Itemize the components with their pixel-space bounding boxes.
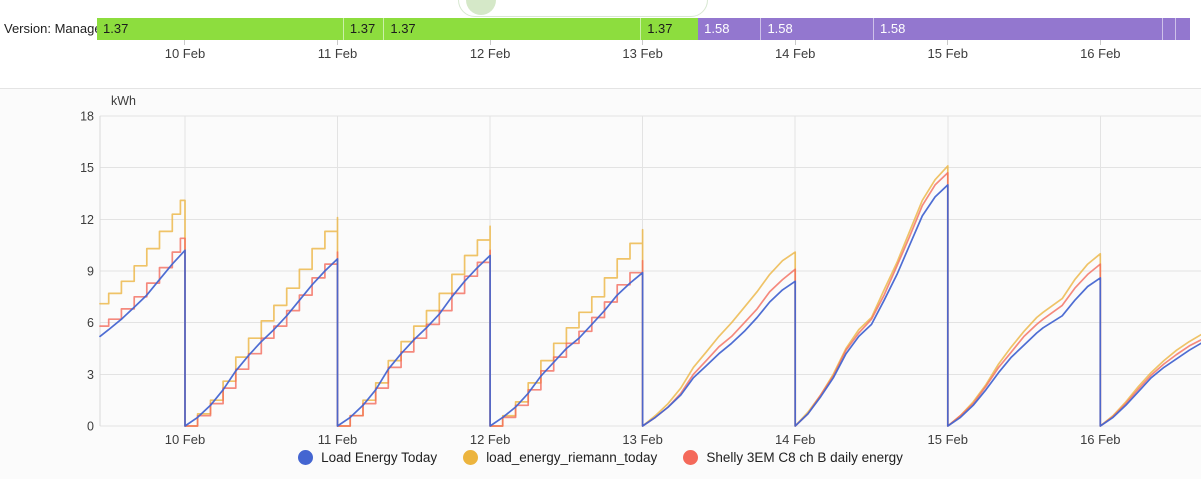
energy-line-chart[interactable]: 0 3 6 9 12 15 18 10 Feb 11 Feb 12 Feb 13 Feb 14 Feb… (0, 89, 1201, 479)
timeline-segment-value: 1.58 (704, 21, 730, 36)
y-axis-tick-label: 15 (80, 161, 94, 175)
series-line-0 (99, 165, 1201, 427)
timeline-segment-value: 1.37 (103, 21, 129, 36)
timeline-tick (337, 40, 339, 45)
timeline-bar[interactable]: 1.37 1.37 1.37 1.37 1.58 1.58 1.58 (97, 18, 1190, 40)
timeline-segment-value: 1.37 (349, 21, 376, 36)
timeline-segment[interactable] (1161, 18, 1175, 40)
timeline-tick (642, 40, 644, 45)
legend-color-dot-icon (298, 450, 314, 465)
x-axis-tick-label: 14 Feb (775, 432, 815, 447)
state-timeline-section: Version: Manager 1.37 1.37 1.37 1.37 1.58 1.5… (0, 0, 1201, 88)
timeline-segment-value: 1.58 (880, 21, 906, 36)
legend-color-dot-icon (683, 450, 699, 465)
y-axis-unit-label: kWh (111, 94, 136, 108)
collapsed-overlay-pill[interactable] (458, 0, 708, 17)
series-line-2 (99, 184, 1201, 427)
timeline-tick (947, 40, 949, 45)
x-axis-tick-label: 10 Feb (165, 432, 205, 447)
legend-label: Load Energy Today (321, 450, 438, 465)
timeline-entity-label: Version: Manager (4, 21, 106, 36)
timeline-segment[interactable]: 1.58 (760, 18, 874, 40)
legend-label: Shelly 3EM C8 ch B daily energy (706, 450, 903, 465)
y-axis-tick-label: 18 (80, 110, 94, 124)
x-axis-tick-label: 11 Feb (318, 432, 358, 447)
x-axis-tick-label: 12 Feb (470, 432, 510, 447)
x-axis-tick-label: 16 Feb (1080, 432, 1120, 447)
timeline-tick (1099, 40, 1101, 45)
y-axis-tick-label: 3 (87, 368, 94, 382)
timeline-date-label: 15 Feb (927, 46, 968, 61)
energy-chart-section: 0 3 6 9 12 15 18 10 Feb 11 Feb 12 Feb 13 Feb 14 Feb… (0, 88, 1201, 479)
timeline-segment[interactable]: 1.37 (640, 18, 699, 40)
timeline-date-label: 14 Feb (774, 46, 816, 61)
timeline-date-label: 11 Feb (317, 46, 358, 61)
timeline-date-label: 10 Feb (164, 46, 206, 61)
series-line-1 (99, 171, 1201, 427)
legend-item[interactable]: Shelly 3EM C8 ch B daily energy (683, 450, 903, 465)
timeline-date-label: 13 Feb (622, 46, 663, 61)
timeline-segment[interactable]: 1.37 (97, 18, 343, 40)
y-axis-tick-label: 0 (87, 420, 94, 434)
timeline-segment[interactable]: 1.58 (873, 18, 1162, 40)
timeline-date-label: 12 Feb (469, 46, 511, 61)
timeline-segment-value: 1.37 (390, 21, 416, 36)
x-axis-tick-label: 13 Feb (622, 432, 662, 447)
y-axis-tick-label: 6 (87, 316, 94, 330)
timeline-date-label: 16 Feb (1080, 46, 1121, 61)
legend-item[interactable]: load_energy_riemann_today (463, 450, 657, 465)
legend-label: load_energy_riemann_today (486, 450, 658, 465)
timeline-segment[interactable]: 1.37 (342, 18, 384, 40)
overlay-circle-icon (466, 0, 496, 15)
timeline-segment[interactable] (1174, 18, 1190, 40)
timeline-tick (794, 40, 796, 45)
y-axis-tick-label: 9 (87, 265, 94, 279)
timeline-tick (489, 40, 491, 45)
timeline-date-axis: 10 Feb 11 Feb 12 Feb 13 Feb 14 Feb 15 Feb 16 F… (0, 40, 1201, 68)
chart-legend: Load Energy Today load_energy_riemann_tod… (0, 450, 1201, 465)
timeline-tick (184, 40, 186, 45)
y-axis-tick-label: 12 (80, 213, 94, 227)
timeline-segment[interactable]: 1.37 (383, 18, 641, 40)
legend-item[interactable]: Load Energy Today (298, 450, 437, 465)
legend-color-dot-icon (463, 450, 479, 465)
timeline-segment[interactable]: 1.58 (698, 18, 761, 40)
timeline-segment-value: 1.58 (767, 21, 793, 36)
x-axis-tick-label: 15 Feb (928, 432, 968, 447)
timeline-segment-value: 1.37 (647, 21, 673, 36)
